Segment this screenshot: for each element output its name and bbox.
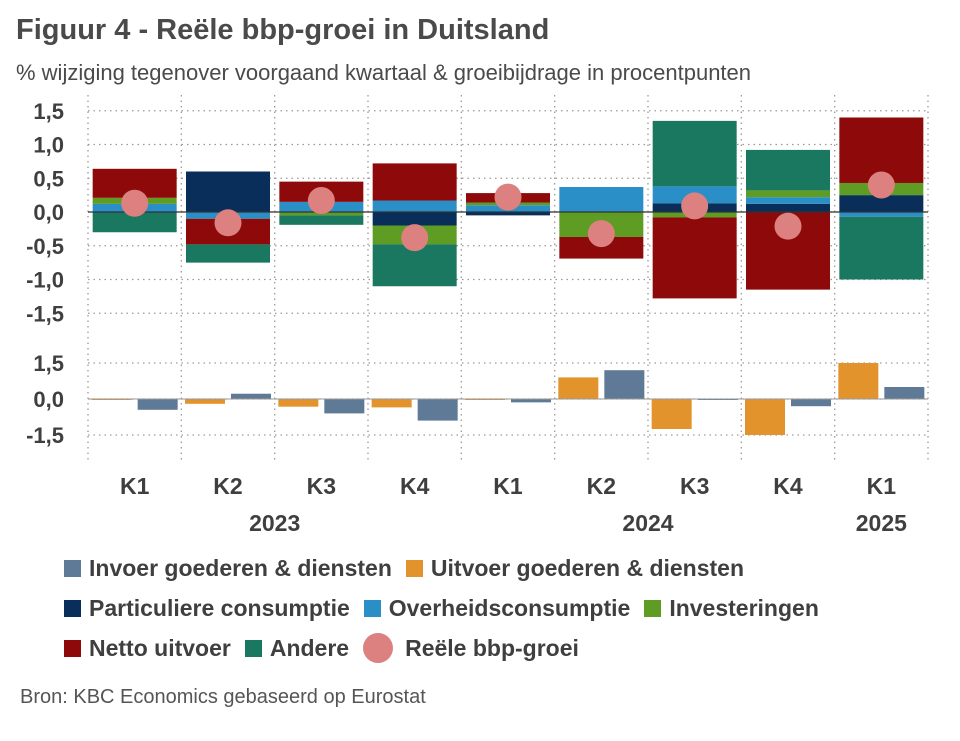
- legend-item-particulier: Particuliere consumptie: [64, 595, 350, 622]
- legend-item-andere: Andere: [244, 634, 350, 662]
- legend-item-invoer: Invoer goederen & diensten: [64, 555, 392, 582]
- y-tick-label: 0,0: [33, 200, 64, 225]
- growth-point: [867, 171, 895, 199]
- legend-swatch-overheid: [363, 599, 381, 617]
- bar-uitvoer: [838, 363, 879, 399]
- bar-netto: [372, 163, 457, 201]
- year-label: 2023: [249, 510, 300, 536]
- bar-invoer: [231, 393, 271, 399]
- bar-particulier: [372, 212, 457, 226]
- legend-swatch-uitvoer: [405, 559, 423, 577]
- bar-andere: [746, 149, 830, 191]
- legend-item-netto: Netto uitvoer: [64, 635, 231, 662]
- x-tick-label: K1: [120, 473, 150, 499]
- bar-andere: [372, 244, 457, 287]
- growth-point: [494, 183, 522, 211]
- growth-point: [121, 189, 149, 217]
- legend-label-uitvoer: Uitvoer goederen & diensten: [430, 554, 745, 581]
- legend-item-overheid: Overheidsconsumptie: [363, 594, 631, 622]
- legend-label-netto: Netto uitvoer: [89, 634, 231, 661]
- y-tick-label: 1,5: [33, 99, 64, 124]
- bar-andere: [92, 212, 177, 233]
- bar-invoer: [884, 387, 925, 399]
- bar-invoer: [417, 399, 458, 421]
- x-tick-label: K1: [867, 473, 897, 499]
- source-note: Bron: KBC Economics gebaseerd op Eurosta…: [20, 686, 426, 708]
- legend-row-1: Invoer goederen & diensten Uitvoer goede…: [64, 548, 833, 588]
- bar-overheid: [372, 200, 457, 212]
- y-tick-label: -1,5: [26, 301, 64, 326]
- legend-swatch-invoer: [64, 559, 81, 577]
- legend-swatch-particulier: [64, 599, 81, 617]
- bar-andere: [839, 216, 924, 280]
- legend-label-groei: Reële bbp-groei: [405, 634, 579, 661]
- x-tick-label: K2: [587, 473, 616, 499]
- y-tick-label: 0,5: [33, 166, 64, 191]
- bar-uitvoer: [651, 399, 692, 429]
- bar-invoer: [324, 399, 365, 414]
- bar-andere: [186, 244, 270, 263]
- bar-invoer: [791, 399, 831, 407]
- bar-particulier: [746, 203, 830, 212]
- legend-row-2: Particuliere consumptie Overheidsconsump…: [64, 588, 833, 628]
- legend-label-investeringen: Investeringen: [669, 594, 819, 621]
- bar-netto: [559, 236, 644, 259]
- legend-item-investeringen: Investeringen: [644, 595, 819, 622]
- bar-uitvoer: [745, 399, 785, 435]
- bar-investeringen: [746, 190, 830, 198]
- y-tick-label: -0,5: [26, 234, 64, 259]
- growth-point: [587, 220, 615, 248]
- legend-dot-groei: [363, 633, 394, 663]
- y-tick-label: -1,5: [26, 423, 64, 448]
- chart-area: 1,5 1,0 0,5 0,0 -0,5 -1,0 -1,5 1,5 0,0 -1,5 K1 K2 K3…: [26, 95, 929, 536]
- legend-swatch-andere: [244, 639, 262, 657]
- x-tick-label: K1: [493, 473, 523, 499]
- growth-point: [681, 192, 709, 220]
- y-tick-label: -1,0: [26, 268, 64, 293]
- legend-swatch-netto: [64, 639, 81, 657]
- legend-row-3: Netto uitvoer Andere Reële bbp-groei: [64, 628, 833, 668]
- year-label: 2024: [622, 510, 673, 536]
- bar-invoer: [137, 399, 178, 410]
- chart-title: Figuur 4 - Reële bbp-groei in Duitsland: [16, 14, 550, 46]
- bar-andere: [279, 215, 364, 225]
- bar-overheid: [559, 187, 644, 212]
- bar-uitvoer: [185, 399, 225, 404]
- bar-andere: [652, 120, 737, 187]
- x-tick-label: K3: [680, 473, 709, 499]
- growth-point: [774, 212, 802, 240]
- bar-invoer: [604, 370, 645, 399]
- bar-uitvoer: [371, 399, 412, 408]
- y-tick-label: 1,0: [33, 133, 64, 158]
- bar-uitvoer: [558, 377, 599, 399]
- legend-swatch-investeringen: [644, 599, 662, 617]
- bar-particulier: [839, 195, 924, 212]
- y-tick-label: 1,5: [33, 351, 64, 376]
- legend-item-uitvoer: Uitvoer goederen & diensten: [405, 554, 745, 582]
- growth-point: [401, 224, 429, 252]
- y-tick-label: 0,0: [33, 387, 64, 412]
- bar-uitvoer: [278, 399, 319, 407]
- x-tick-label: K4: [400, 473, 430, 499]
- x-tick-label: K2: [213, 473, 242, 499]
- bar-overheid: [839, 212, 924, 217]
- chart-subtitle: % wijziging tegenover voorgaand kwartaal…: [16, 60, 752, 85]
- bar-invoer: [511, 399, 551, 403]
- legend-label-overheid: Overheidsconsumptie: [388, 594, 631, 621]
- bar-particulier: [186, 171, 270, 212]
- year-label: 2025: [856, 510, 907, 536]
- bar-particulier: [466, 212, 550, 216]
- growth-point: [307, 187, 335, 215]
- legend-label-particulier: Particuliere consumptie: [89, 594, 350, 621]
- bar-netto: [652, 217, 737, 299]
- legend-label-andere: Andere: [269, 634, 350, 661]
- x-tick-label: K4: [773, 473, 803, 499]
- growth-point: [214, 209, 242, 237]
- bar-overheid: [746, 197, 830, 204]
- legend-item-groei: Reële bbp-groei: [363, 633, 579, 663]
- legend: Invoer goederen & diensten Uitvoer goede…: [64, 548, 833, 668]
- legend-label-invoer: Invoer goederen & diensten: [89, 554, 392, 581]
- x-tick-label: K3: [307, 473, 336, 499]
